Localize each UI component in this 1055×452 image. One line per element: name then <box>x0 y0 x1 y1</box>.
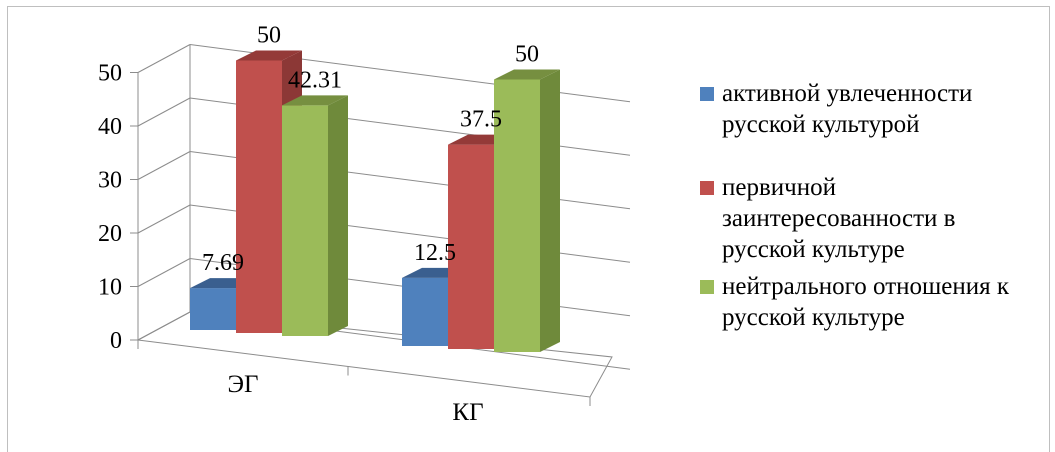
gridline-side <box>137 97 191 127</box>
data-label: 7.69 <box>202 250 244 276</box>
data-label: 50 <box>257 23 281 49</box>
bar-front <box>282 105 328 337</box>
x-tick-label: ЭГ <box>228 371 259 398</box>
y-tick-label: 50 <box>98 61 122 87</box>
gridline-side <box>137 258 191 287</box>
bar-top <box>494 69 560 80</box>
legend-swatch-blue <box>700 87 714 101</box>
legend-item-neutral: нейтрального отношения к русской культур… <box>700 271 1040 333</box>
chart-legend: активной увлеченности русской культурой … <box>700 78 1040 333</box>
gridline-side <box>137 44 191 73</box>
data-label: 50 <box>515 42 539 68</box>
legend-swatch-red <box>700 181 714 195</box>
gridline-side <box>137 204 191 234</box>
bar-front <box>236 60 282 333</box>
legend-swatch-green <box>700 280 714 294</box>
data-label: 12.5 <box>414 240 456 266</box>
y-tick-label: 30 <box>98 168 122 194</box>
legend-label: первичной заинтересованности в русской к… <box>722 174 956 263</box>
bar-top <box>282 95 348 106</box>
bar-side <box>540 69 560 352</box>
legend-label: нейтрального отношения к русской культур… <box>722 273 1010 331</box>
chart-floor <box>136 311 613 398</box>
bar-front <box>190 288 236 330</box>
data-label: 42.31 <box>288 67 342 93</box>
y-tick-label: 40 <box>98 114 122 140</box>
legend-label: активной увлеченности русской культурой <box>722 80 973 138</box>
chart-frame <box>7 6 1050 452</box>
y-tick-label: 10 <box>98 275 122 301</box>
bar-front <box>494 79 540 352</box>
legend-item-primary: первичной заинтересованности в русской к… <box>700 172 1040 265</box>
y-tick-label: 0 <box>110 328 122 354</box>
bar-front <box>402 277 448 346</box>
bar-front <box>448 144 494 349</box>
x-tick-label: КГ <box>452 399 483 426</box>
data-label: 37.5 <box>460 107 502 133</box>
gridline-side <box>137 151 191 180</box>
bar-top <box>236 50 302 61</box>
bar-side <box>328 95 348 337</box>
legend-item-active: активной увлеченности русской культурой <box>700 78 1040 140</box>
y-tick-label: 20 <box>98 221 122 247</box>
